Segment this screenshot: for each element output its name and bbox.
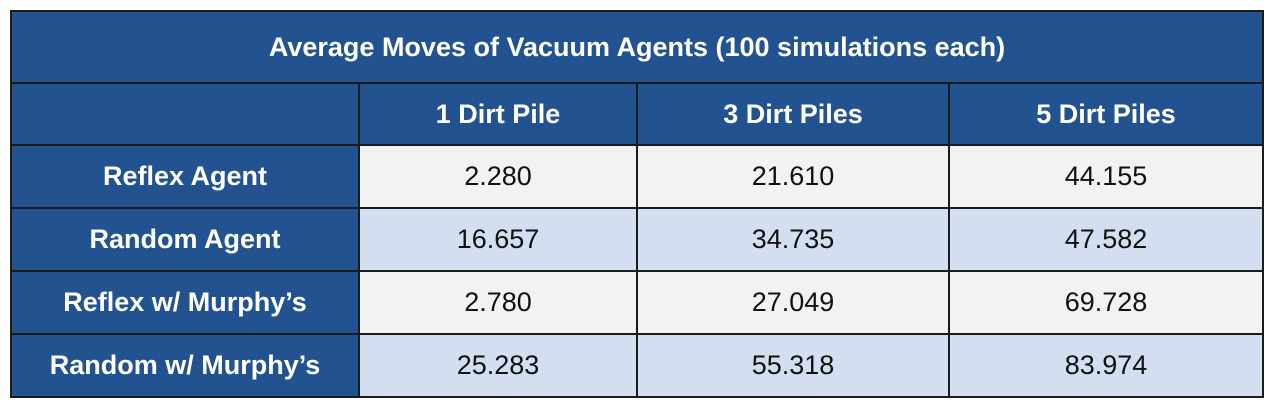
corner-header [10, 82, 360, 146]
table-row: Random Agent 16.657 34.735 47.582 [10, 207, 1264, 272]
row-header: Random w/ Murphy’s [10, 333, 360, 398]
table-cell: 44.155 [948, 144, 1264, 209]
column-header: 5 Dirt Piles [948, 82, 1264, 146]
row-header: Reflex w/ Murphy’s [10, 270, 360, 335]
table-cell: 25.283 [358, 333, 638, 398]
table-cell: 47.582 [948, 207, 1264, 272]
table-cell: 2.280 [358, 144, 638, 209]
table-title: Average Moves of Vacuum Agents (100 simu… [10, 10, 1264, 84]
table-title-row: Average Moves of Vacuum Agents (100 simu… [10, 10, 1264, 84]
table-row: Random w/ Murphy’s 25.283 55.318 83.974 [10, 333, 1264, 398]
row-header: Reflex Agent [10, 144, 360, 209]
column-header-row: 1 Dirt Pile 3 Dirt Piles 5 Dirt Piles [10, 82, 1264, 146]
table-cell: 21.610 [636, 144, 950, 209]
table-cell: 34.735 [636, 207, 950, 272]
results-table: Average Moves of Vacuum Agents (100 simu… [10, 10, 1264, 398]
table-row: Reflex w/ Murphy’s 2.780 27.049 69.728 [10, 270, 1264, 335]
table-cell: 16.657 [358, 207, 638, 272]
column-header: 1 Dirt Pile [358, 82, 638, 146]
table-cell: 69.728 [948, 270, 1264, 335]
column-header: 3 Dirt Piles [636, 82, 950, 146]
table-cell: 27.049 [636, 270, 950, 335]
table-row: Reflex Agent 2.280 21.610 44.155 [10, 144, 1264, 209]
row-header: Random Agent [10, 207, 360, 272]
table-cell: 83.974 [948, 333, 1264, 398]
table-cell: 55.318 [636, 333, 950, 398]
table-cell: 2.780 [358, 270, 638, 335]
